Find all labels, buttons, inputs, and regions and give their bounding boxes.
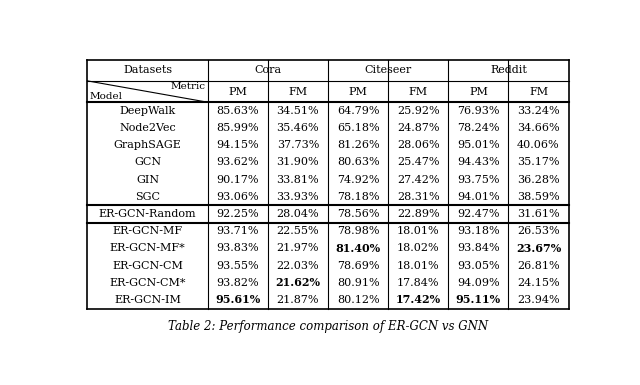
Text: Node2Vec: Node2Vec — [119, 123, 176, 133]
Text: 27.42%: 27.42% — [397, 175, 440, 184]
Text: 34.66%: 34.66% — [517, 123, 560, 133]
Text: 35.17%: 35.17% — [517, 157, 560, 167]
Text: 93.75%: 93.75% — [457, 175, 500, 184]
Text: 26.81%: 26.81% — [517, 261, 560, 271]
Text: 25.92%: 25.92% — [397, 106, 440, 116]
Text: 35.46%: 35.46% — [276, 123, 319, 133]
Text: 21.97%: 21.97% — [276, 243, 319, 253]
Text: DeepWalk: DeepWalk — [120, 106, 176, 116]
Text: 23.67%: 23.67% — [516, 243, 561, 254]
Text: 93.84%: 93.84% — [457, 243, 500, 253]
Text: 81.26%: 81.26% — [337, 140, 380, 150]
Text: 93.82%: 93.82% — [216, 278, 259, 288]
Text: 78.18%: 78.18% — [337, 192, 380, 202]
Text: Model: Model — [90, 92, 122, 101]
Text: 80.91%: 80.91% — [337, 278, 380, 288]
Text: 94.01%: 94.01% — [457, 192, 500, 202]
Text: 18.02%: 18.02% — [397, 243, 440, 253]
Text: ER-GCN-MF: ER-GCN-MF — [113, 226, 182, 236]
Text: 17.42%: 17.42% — [396, 295, 441, 305]
Text: 36.28%: 36.28% — [517, 175, 560, 184]
Text: 85.63%: 85.63% — [216, 106, 259, 116]
Text: 85.99%: 85.99% — [216, 123, 259, 133]
Text: ER-GCN-Random: ER-GCN-Random — [99, 209, 196, 219]
Text: 22.03%: 22.03% — [276, 261, 319, 271]
Text: 74.92%: 74.92% — [337, 175, 380, 184]
Text: Citeseer: Citeseer — [365, 65, 412, 75]
Text: 31.61%: 31.61% — [517, 209, 560, 219]
Text: 64.79%: 64.79% — [337, 106, 380, 116]
Text: 92.25%: 92.25% — [216, 209, 259, 219]
Text: 18.01%: 18.01% — [397, 261, 440, 271]
Text: FM: FM — [529, 87, 548, 97]
Text: 28.04%: 28.04% — [276, 209, 319, 219]
Text: 93.06%: 93.06% — [216, 192, 259, 202]
Text: 22.89%: 22.89% — [397, 209, 440, 219]
Text: 38.59%: 38.59% — [517, 192, 560, 202]
Text: FM: FM — [409, 87, 428, 97]
Text: 25.47%: 25.47% — [397, 157, 440, 167]
Text: 81.40%: 81.40% — [335, 243, 381, 254]
Text: 34.51%: 34.51% — [276, 106, 319, 116]
Text: 24.15%: 24.15% — [517, 278, 560, 288]
Text: 92.47%: 92.47% — [457, 209, 500, 219]
Text: FM: FM — [289, 87, 307, 97]
Text: 65.18%: 65.18% — [337, 123, 380, 133]
Text: 95.01%: 95.01% — [457, 140, 500, 150]
Text: GraphSAGE: GraphSAGE — [114, 140, 182, 150]
Text: 93.18%: 93.18% — [457, 226, 500, 236]
Text: 33.24%: 33.24% — [517, 106, 560, 116]
Text: 76.93%: 76.93% — [457, 106, 500, 116]
Text: SGC: SGC — [135, 192, 160, 202]
Text: 93.05%: 93.05% — [457, 261, 500, 271]
Text: 18.01%: 18.01% — [397, 226, 440, 236]
Text: 93.55%: 93.55% — [216, 261, 259, 271]
Text: ER-GCN-CM: ER-GCN-CM — [112, 261, 183, 271]
Text: ER-GCN-IM: ER-GCN-IM — [114, 295, 181, 305]
Text: 23.94%: 23.94% — [517, 295, 560, 305]
Text: 93.83%: 93.83% — [216, 243, 259, 253]
Text: 37.73%: 37.73% — [276, 140, 319, 150]
Text: 28.06%: 28.06% — [397, 140, 440, 150]
Text: Datasets: Datasets — [123, 65, 172, 75]
Text: GIN: GIN — [136, 175, 159, 184]
Text: PM: PM — [469, 87, 488, 97]
Text: 80.12%: 80.12% — [337, 295, 380, 305]
Text: 78.24%: 78.24% — [457, 123, 500, 133]
Text: GCN: GCN — [134, 157, 161, 167]
Text: 93.71%: 93.71% — [216, 226, 259, 236]
Text: 17.84%: 17.84% — [397, 278, 440, 288]
Text: PM: PM — [349, 87, 367, 97]
Text: PM: PM — [228, 87, 247, 97]
Text: 31.90%: 31.90% — [276, 157, 319, 167]
Text: Reddit: Reddit — [490, 65, 527, 75]
Text: 80.63%: 80.63% — [337, 157, 380, 167]
Text: 26.53%: 26.53% — [517, 226, 560, 236]
Text: Table 2: Performance comparison of ER-GCN vs GNN: Table 2: Performance comparison of ER-GC… — [168, 320, 488, 333]
Text: 40.06%: 40.06% — [517, 140, 560, 150]
Text: 24.87%: 24.87% — [397, 123, 440, 133]
Text: 33.93%: 33.93% — [276, 192, 319, 202]
Text: 95.11%: 95.11% — [456, 295, 501, 305]
Text: 33.81%: 33.81% — [276, 175, 319, 184]
Text: 78.56%: 78.56% — [337, 209, 380, 219]
Text: 21.62%: 21.62% — [275, 277, 321, 288]
Text: Metric: Metric — [171, 82, 205, 91]
Text: 93.62%: 93.62% — [216, 157, 259, 167]
Text: 78.98%: 78.98% — [337, 226, 380, 236]
Text: 94.09%: 94.09% — [457, 278, 500, 288]
Text: Cora: Cora — [254, 65, 282, 75]
Text: ER-GCN-MF*: ER-GCN-MF* — [109, 243, 186, 253]
Text: 21.87%: 21.87% — [276, 295, 319, 305]
Text: 94.43%: 94.43% — [457, 157, 500, 167]
Text: 90.17%: 90.17% — [216, 175, 259, 184]
Text: 78.69%: 78.69% — [337, 261, 380, 271]
Text: 22.55%: 22.55% — [276, 226, 319, 236]
Text: 95.61%: 95.61% — [215, 295, 260, 305]
Text: 94.15%: 94.15% — [216, 140, 259, 150]
Text: 28.31%: 28.31% — [397, 192, 440, 202]
Text: ER-GCN-CM*: ER-GCN-CM* — [109, 278, 186, 288]
